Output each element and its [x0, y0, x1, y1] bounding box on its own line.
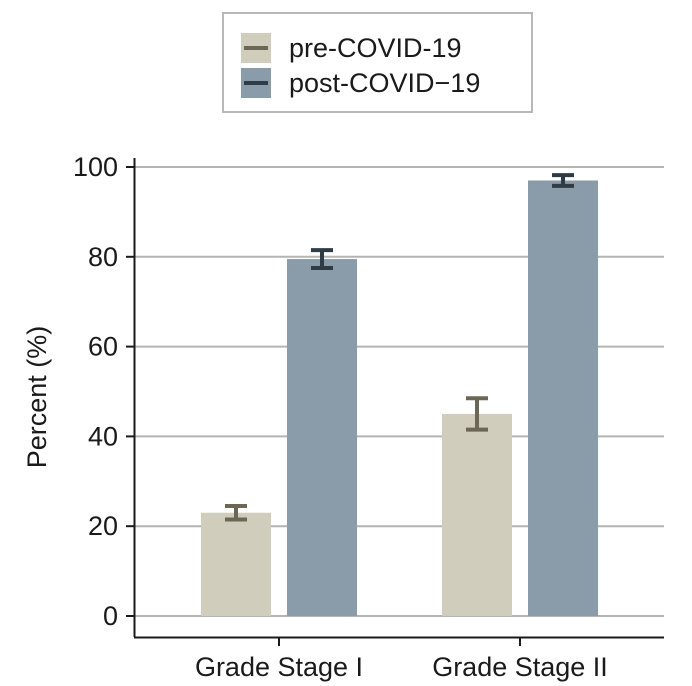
y-axis-title: Percent (%): [22, 326, 52, 469]
y-tick-label-80: 80: [88, 242, 118, 272]
bar-post-2: [528, 180, 598, 616]
bars: [201, 180, 598, 616]
legend-label-post-covid: post-COVID−19: [289, 68, 480, 98]
bar-pre-2: [442, 413, 512, 616]
y-tick-label-100: 100: [73, 152, 118, 182]
x-tick-label-2: Grade Stage II: [432, 652, 608, 682]
x-ticks: Grade Stage I Grade Stage II: [195, 637, 608, 682]
y-ticks: 0 20 40 60 80 100: [73, 152, 135, 631]
legend: pre-COVID-19 post-COVID−19: [222, 12, 533, 113]
error-bars: [225, 173, 574, 522]
bar-post-1: [287, 259, 357, 616]
y-tick-label-0: 0: [103, 601, 118, 631]
legend-swatch-line-pre-covid: [244, 46, 268, 50]
legend-label-pre-covid: pre-COVID-19: [289, 33, 462, 63]
legend-item-pre-covid: pre-COVID-19: [241, 33, 462, 63]
y-tick-label-60: 60: [88, 332, 118, 362]
legend-frame: [222, 12, 533, 113]
bar-pre-1: [201, 512, 271, 616]
legend-swatch-line-post-covid: [244, 81, 268, 85]
y-tick-label-20: 20: [88, 511, 118, 541]
y-tick-label-40: 40: [88, 421, 118, 451]
x-tick-label-1: Grade Stage I: [195, 652, 363, 682]
legend-item-post-covid: post-COVID−19: [241, 68, 480, 98]
